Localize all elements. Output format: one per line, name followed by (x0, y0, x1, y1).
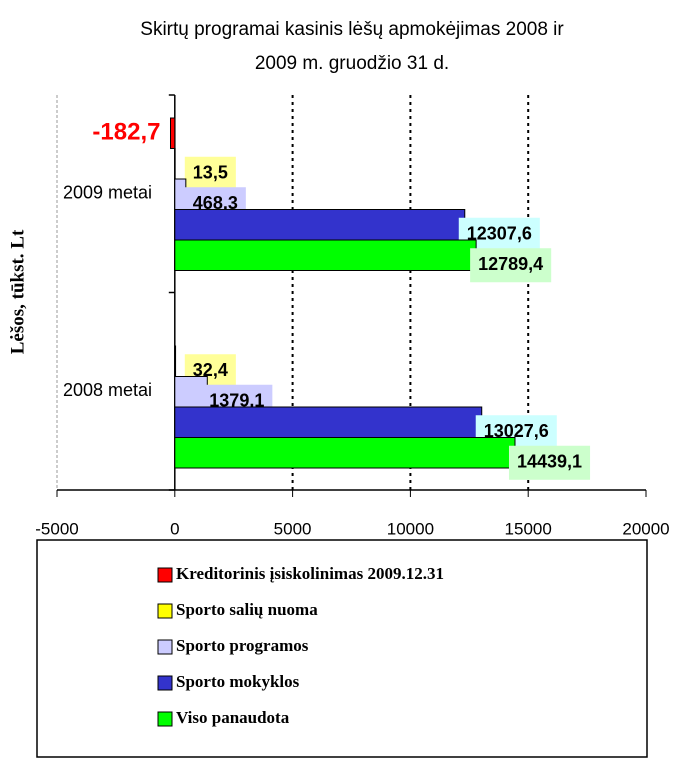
data-label: 468,3 (193, 193, 238, 213)
y-axis-label: Lėšos, tūkst. Lt (7, 229, 28, 354)
x-tick-label: 10000 (387, 519, 434, 538)
bar (174, 178, 187, 210)
data-label: 14439,1 (517, 452, 582, 472)
data-label: 12789,4 (478, 254, 543, 274)
legend-label: Sporto mokyklos (176, 672, 300, 691)
legend-label: Sporto programos (176, 636, 309, 655)
bar (174, 406, 483, 438)
bar (174, 437, 516, 469)
data-label-background (508, 445, 591, 480)
data-label: -182,7 (92, 119, 160, 146)
chart-title: 2009 m. gruodžio 31 d. (255, 53, 449, 74)
legend-label: Sporto salių nuoma (176, 600, 318, 619)
data-label: 13027,6 (484, 421, 549, 441)
bar (174, 209, 466, 241)
data-label: 1379,1 (209, 391, 264, 411)
legend-box (36, 539, 648, 758)
x-tick-label: 15000 (505, 519, 552, 538)
legend-swatch (157, 603, 173, 619)
data-label-background (184, 156, 236, 191)
data-label-background (84, 116, 169, 151)
legend-swatch (157, 567, 173, 583)
x-tick-label: 5000 (274, 519, 312, 538)
bar (169, 117, 176, 149)
data-label: 12307,6 (467, 224, 532, 244)
legend-label: Kreditorinis įsiskolinimas 2009.12.31 (176, 564, 444, 583)
data-label: 13,5 (193, 163, 228, 183)
data-label: 32,4 (193, 360, 228, 380)
data-label-background (470, 248, 552, 283)
bar (174, 345, 177, 377)
y-tick-label: 2009 metai (63, 183, 152, 203)
x-tick-label: 0 (170, 519, 179, 538)
x-tick-label: 20000 (622, 519, 669, 538)
x-tick-label: -5000 (35, 519, 78, 538)
legend-swatch (157, 639, 173, 655)
legend-swatch (157, 675, 173, 691)
bar (174, 239, 477, 271)
legend-label: Viso panaudota (176, 708, 290, 727)
legend-swatch (157, 711, 173, 727)
y-tick-label: 2008 metai (63, 380, 152, 400)
chart-title: Skirtų programai kasinis lėšų apmokėjima… (140, 19, 564, 40)
